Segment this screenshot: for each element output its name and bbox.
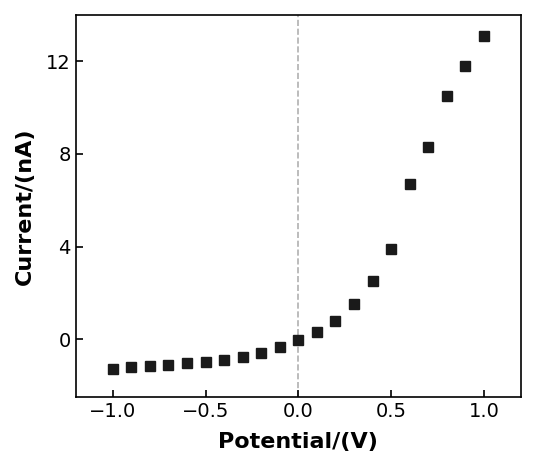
Y-axis label: Current/(nA): Current/(nA) [15,127,35,285]
X-axis label: Potential/(V): Potential/(V) [219,432,378,452]
